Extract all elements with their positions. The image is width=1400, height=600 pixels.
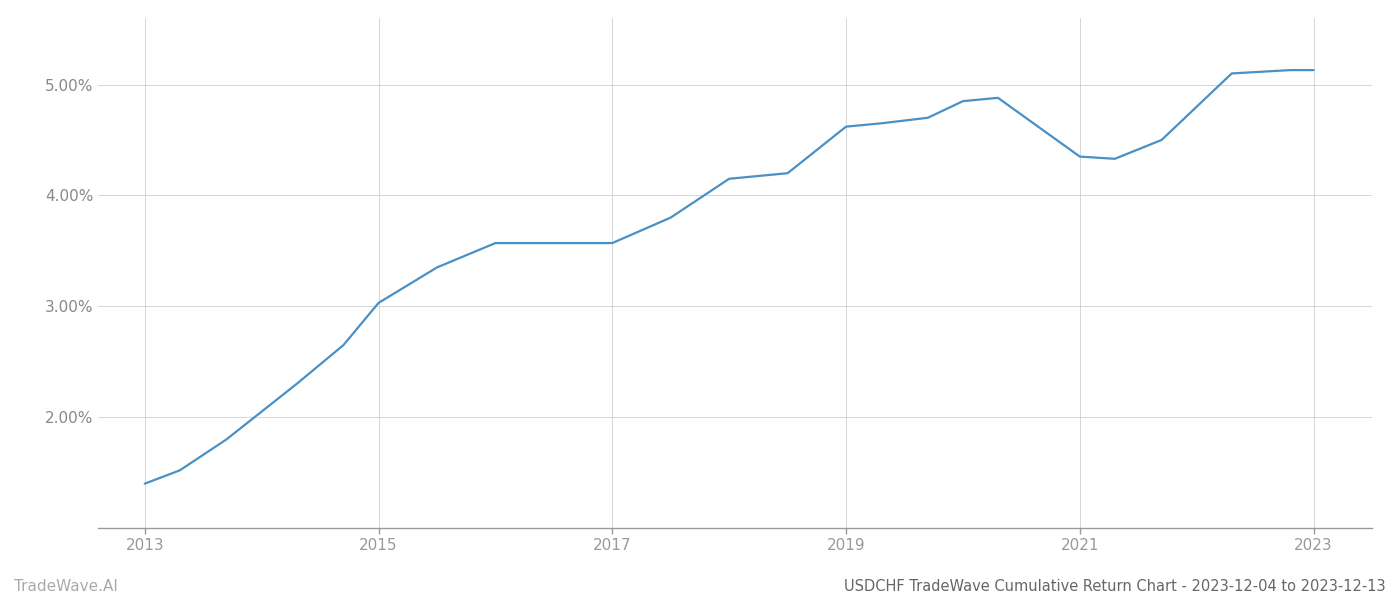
Text: TradeWave.AI: TradeWave.AI bbox=[14, 579, 118, 594]
Text: USDCHF TradeWave Cumulative Return Chart - 2023-12-04 to 2023-12-13: USDCHF TradeWave Cumulative Return Chart… bbox=[844, 579, 1386, 594]
